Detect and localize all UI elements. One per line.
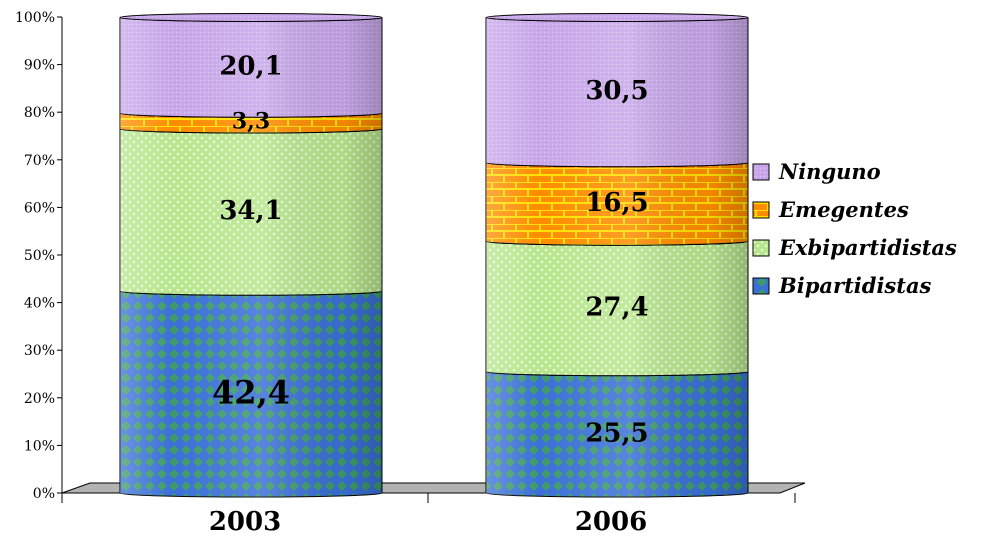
legend-label: Exbipartidistas bbox=[778, 235, 957, 260]
y-tick-label: 0% bbox=[33, 486, 55, 502]
data-label-exbipartidistas-2003: 34,1 bbox=[219, 196, 282, 226]
data-label-emegentes-2006: 16,5 bbox=[585, 188, 648, 218]
bar-segment-ninguno-2003-cap bbox=[119, 12, 383, 22]
y-tick-label: 70% bbox=[24, 153, 55, 169]
legend-item-exbipartidistas: Exbipartidistas bbox=[752, 235, 957, 260]
legend-item-ninguno: Ninguno bbox=[752, 159, 881, 184]
category-labels: 2003 2006 bbox=[209, 507, 647, 537]
legend-swatch bbox=[752, 239, 770, 257]
y-tick-label: 80% bbox=[24, 105, 55, 121]
x-category-label: 2006 bbox=[575, 507, 647, 537]
legend-item-bipartidistas: Bipartidistas bbox=[752, 273, 932, 298]
legend: Ninguno Emegentes Exbipartidistas Bipartidi… bbox=[752, 159, 957, 298]
bar-segment-bipartidistas-2003-shading bbox=[120, 291, 382, 497]
legend-label: Ninguno bbox=[778, 159, 881, 184]
data-label-bipartidistas-2003: 42,4 bbox=[212, 373, 290, 411]
y-tick-label: 30% bbox=[24, 343, 55, 359]
y-axis: 0% 10% 20% 30% 40% 50% 60% 70% 80% 90% 100% bbox=[15, 10, 63, 502]
y-tick-label: 10% bbox=[24, 438, 55, 454]
y-tick-label: 50% bbox=[24, 248, 55, 264]
bar-segment-emegentes-2003-shading bbox=[120, 113, 382, 133]
y-tick-label: 90% bbox=[24, 58, 55, 74]
bar-column-2006 bbox=[485, 12, 749, 498]
y-tick-label: 20% bbox=[24, 391, 55, 407]
legend-item-emegentes: Emegentes bbox=[752, 197, 909, 222]
legend-swatch bbox=[752, 277, 770, 295]
bar-segment-emegentes-2006-shading bbox=[486, 162, 748, 246]
data-labels: 42,4 34,1 3,3 20,1 25,5 27,4 16,5 30,5 bbox=[212, 51, 649, 448]
y-tick-label: 100% bbox=[15, 10, 55, 26]
bar-segment-exbipartidistas-2003-shading bbox=[120, 128, 382, 296]
bar-segment-exbipartidistas-2006-shading bbox=[486, 241, 748, 376]
bar-segment-ninguno-2006-cap bbox=[485, 12, 749, 22]
data-label-ninguno-2006: 30,5 bbox=[585, 76, 648, 106]
x-category-label: 2003 bbox=[209, 507, 281, 537]
y-tick-label: 40% bbox=[24, 296, 55, 312]
bar-segment-bipartidistas-2006-shading bbox=[486, 371, 748, 497]
legend-label: Bipartidistas bbox=[778, 273, 932, 298]
legend-swatch bbox=[752, 163, 770, 181]
bar-column-2003 bbox=[119, 12, 383, 498]
data-label-exbipartidistas-2006: 27,4 bbox=[585, 293, 648, 323]
legend-swatch bbox=[752, 201, 770, 219]
data-label-bipartidistas-2006: 25,5 bbox=[585, 418, 648, 448]
bars bbox=[119, 12, 749, 498]
data-label-ninguno-2003: 20,1 bbox=[219, 51, 282, 81]
data-label-emegentes-2003: 3,3 bbox=[232, 109, 270, 135]
legend-label: Emegentes bbox=[778, 197, 909, 222]
y-tick-label: 60% bbox=[24, 200, 55, 216]
bar-segment-ninguno-2006-shading bbox=[486, 17, 748, 167]
bar-segment-ninguno-2003-shading bbox=[120, 17, 382, 118]
